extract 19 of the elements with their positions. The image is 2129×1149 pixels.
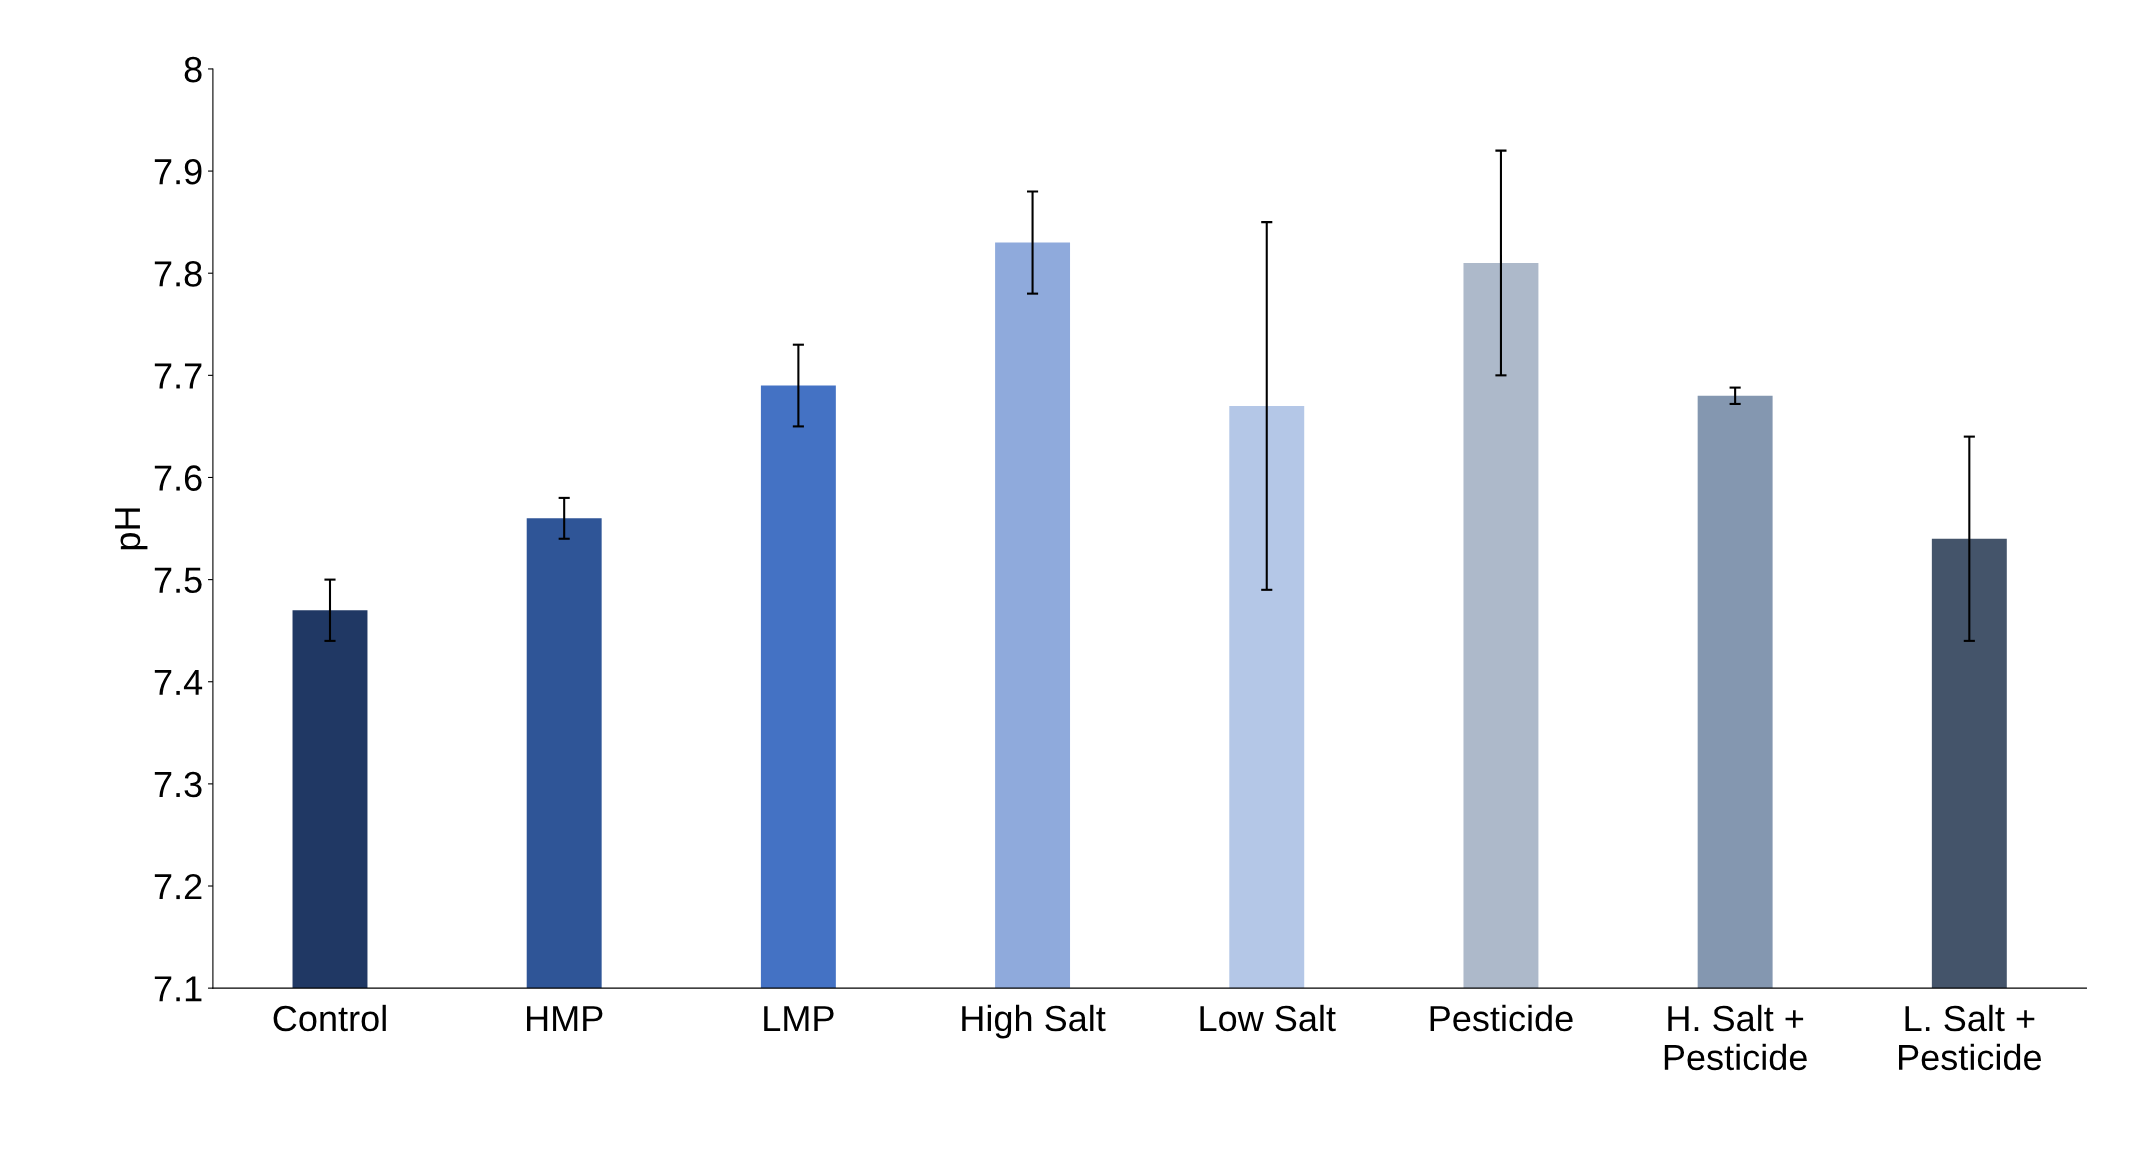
x-tick-label: Pesticide	[1430, 1004, 1573, 1032]
x-tick-label: Low Salt	[1200, 1004, 1336, 1032]
y-tick-label: 7.8	[154, 261, 202, 287]
y-axis-title: pH	[115, 508, 148, 550]
x-tick-label: L. Salt + Pesticide	[1899, 1004, 2041, 1071]
x-tick-label: Control	[273, 1004, 386, 1032]
y-tick-label: 7.2	[154, 873, 202, 900]
x-tick-label: HMP	[527, 1006, 603, 1031]
x-tick-label: High Salt	[962, 1004, 1106, 1039]
y-tick-label: 7.1	[154, 976, 202, 1002]
y-tick-label: 7.5	[154, 567, 202, 594]
x-tick-label: H. Salt + Pesticide	[1664, 1004, 1807, 1071]
x-tick-label: LMP	[764, 1006, 834, 1031]
y-tick-label: 7.9	[154, 158, 202, 185]
y-tick-label: 7.3	[154, 771, 202, 798]
y-tick-label: 7.4	[154, 669, 203, 695]
y-tick-label: 7.7	[154, 363, 202, 389]
y-tick-label: 7.6	[154, 465, 202, 491]
y-tick-label: 8	[184, 56, 202, 83]
